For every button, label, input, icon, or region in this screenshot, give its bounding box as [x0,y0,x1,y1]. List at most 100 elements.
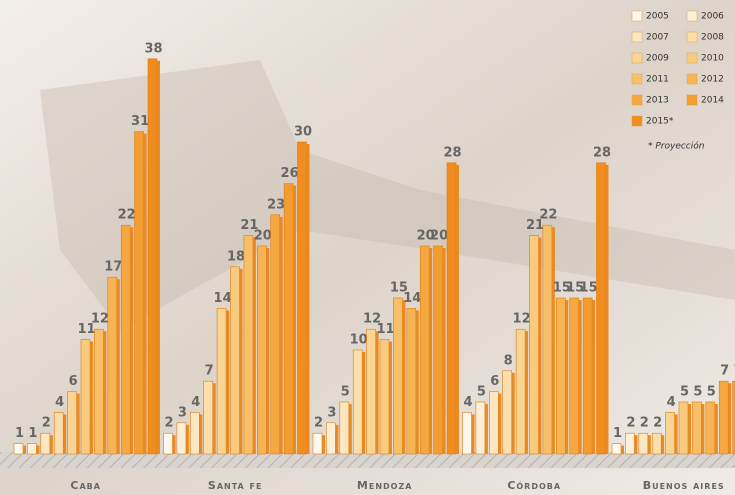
category-label: Caba [70,479,101,492]
bar [257,246,266,454]
bar [463,412,472,454]
value-label: 2 [164,416,173,431]
bar-side [539,238,542,454]
legend-swatch [687,74,697,84]
bar [244,236,253,454]
value-label: 8 [504,353,513,368]
bar [407,308,416,454]
legend-label: 2005 [646,12,669,22]
bar [719,381,728,454]
value-label: 3 [178,405,187,420]
value-label: 7 [205,364,214,379]
bar-side [293,186,296,454]
bar-side [186,425,189,454]
bar-side [226,310,229,454]
chart: * Proyección Caba11246111217223138Santa … [0,0,735,495]
value-label: 7 [720,364,729,379]
bar [41,433,50,454]
bar [597,163,606,454]
bar-side [335,425,338,454]
bar [135,132,144,454]
value-label: 28 [593,145,611,160]
bar-side [443,248,446,454]
value-label: 12 [91,312,109,327]
legend-swatch [632,95,642,105]
legend-swatch [632,11,642,21]
value-label: 6 [69,374,78,389]
bar [393,298,402,454]
bar-side [592,300,595,454]
bar-side [525,331,528,454]
bar [148,59,157,454]
value-label: 4 [55,395,64,410]
category-label: Buenos aires [643,479,725,492]
bar-side [648,435,651,454]
category-label: Mendoza [357,479,413,492]
bar-side [485,404,488,454]
value-label: 15 [580,281,598,296]
bar [14,444,23,454]
value-label: 1 [15,426,24,441]
bar [516,329,525,454]
bar [625,433,634,454]
bar-side [579,300,582,454]
bar [313,433,322,454]
bar [367,329,376,454]
bar-side [36,446,39,454]
bar [27,444,36,454]
bar [652,433,661,454]
bar [231,267,240,454]
bar [298,142,307,454]
bar-side [280,217,283,454]
value-label: 12 [513,312,531,327]
bar-side [266,248,269,454]
bar-side [50,435,53,454]
bar-side [715,404,718,454]
bar [570,298,579,454]
bar-side [472,414,475,454]
bar [204,381,213,454]
value-label: 22 [118,208,136,223]
bar [420,246,429,454]
bar-side [90,342,93,454]
bar [380,340,389,454]
bar [353,350,362,454]
value-label: 20 [430,229,448,244]
bar-side [130,227,133,454]
legend-swatch [632,116,642,126]
category-label: Santa fe [208,479,263,492]
bar-side [240,269,243,454]
legend-swatch [632,53,642,63]
bar-side [349,404,352,454]
bar [68,392,77,454]
bar-side [565,300,568,454]
bar [190,412,199,454]
bar-side [157,61,160,454]
value-label: 28 [443,145,461,160]
bar-side [173,435,176,454]
value-label: 3 [327,405,336,420]
bar-side [661,435,664,454]
value-label: 20 [254,229,272,244]
value-label: 23 [267,197,285,212]
bar-side [117,279,120,454]
bar [81,340,90,454]
bar-side [63,414,66,454]
value-label: 4 [667,395,676,410]
legend-label: 2008 [701,33,724,43]
bar-side [416,310,419,454]
value-label: 2 [626,416,635,431]
bar-side [144,134,147,454]
bar [679,402,688,454]
bar [639,433,648,454]
bar-side [621,446,624,454]
bar-side [498,394,501,454]
legend-label: 2012 [701,75,724,85]
category-label: Córdoba [507,479,561,492]
value-label: 18 [227,249,245,264]
legend-swatch [632,32,642,42]
bar [692,402,701,454]
legend-label: 2015* [646,117,674,127]
bar-side [701,404,704,454]
value-label: 5 [693,385,702,400]
